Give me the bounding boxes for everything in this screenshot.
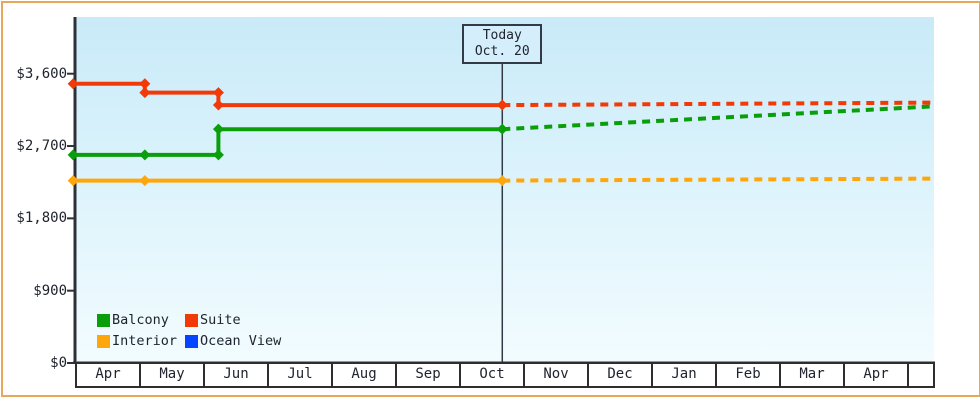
series-balcony-forecast-line: [502, 104, 935, 132]
series-balcony-data-point-marker: [496, 123, 508, 135]
y-axis-tick-label: $3,600: [16, 65, 67, 82]
legend-label: Ocean View: [200, 333, 282, 349]
legend-swatch: [185, 314, 198, 327]
month-cell-apr-12: Apr: [845, 364, 909, 386]
series-interior-data-point-marker: [139, 175, 151, 187]
month-cell-empty: [909, 364, 933, 386]
series-suite-history-line: [73, 81, 503, 108]
legend-item-suite: Suite: [185, 313, 241, 328]
series-interior-data-point-marker: [496, 175, 508, 187]
series-interior-forecast-line: [502, 176, 935, 183]
series-suite-data-point-marker: [496, 99, 508, 111]
today-flag-date: Oct. 20: [474, 44, 530, 59]
y-axis-tick-label: $0: [50, 355, 67, 371]
month-cell-oct-6: Oct: [461, 364, 525, 386]
series-interior-data-point-marker: [67, 175, 79, 187]
today-flag-title: Today: [482, 28, 522, 43]
month-cell-sep-5: Sep: [397, 364, 461, 386]
legend-swatch: [97, 335, 110, 348]
month-cell-feb-10: Feb: [717, 364, 781, 386]
x-axis-month-row: Apr May Jun Jul Aug Sep Oct Nov Dec Jan Feb Mar Apr: [75, 362, 935, 388]
legend-swatch: [97, 314, 110, 327]
series-suite-data-point-marker: [67, 78, 79, 90]
series-suite-data-point-marker: [139, 78, 151, 90]
legend-label: Interior: [112, 333, 178, 349]
series-balcony-data-point-marker: [212, 149, 224, 161]
legend-label: Balcony: [112, 312, 169, 328]
y-axis-tick-label: $900: [33, 282, 67, 299]
legend-row: Interior Ocean View: [97, 334, 281, 349]
legend-row: Balcony Suite: [97, 313, 281, 328]
today-flag: Today Oct. 20: [462, 24, 543, 64]
month-cell-jan-9: Jan: [653, 364, 717, 386]
month-cell-may-1: May: [141, 364, 205, 386]
month-cell-jul-3: Jul: [269, 364, 333, 386]
series-suite-data-point-marker: [212, 99, 224, 111]
month-cell-nov-7: Nov: [525, 364, 589, 386]
y-axis-tick-label: $1,800: [16, 210, 67, 227]
series-balcony-data-point-marker: [139, 149, 151, 161]
plot-area-background: [76, 17, 934, 363]
legend-item-interior: Interior: [97, 334, 185, 349]
month-cell-apr-0: Apr: [77, 364, 141, 386]
series-suite-forecast-line: [502, 100, 935, 108]
legend-label: Suite: [200, 312, 241, 328]
month-cell-jun-2: Jun: [205, 364, 269, 386]
series-suite-data-point-marker: [212, 87, 224, 99]
legend-item-balcony: Balcony: [97, 313, 185, 328]
month-cell-aug-4: Aug: [333, 364, 397, 386]
y-axis-tick-label: $2,700: [16, 138, 67, 155]
legend-item-ocean-view: Ocean View: [185, 334, 281, 349]
series-suite-data-point-marker: [139, 87, 151, 99]
series-balcony-data-point-marker: [67, 149, 79, 161]
legend-swatch: [185, 335, 198, 348]
legend: Balcony Suite Interior Ocean View: [97, 313, 281, 349]
month-cell-dec-8: Dec: [589, 364, 653, 386]
series-balcony-data-point-marker: [212, 123, 224, 135]
series-balcony-history-line: [73, 127, 503, 157]
month-cell-mar-11: Mar: [781, 364, 845, 386]
